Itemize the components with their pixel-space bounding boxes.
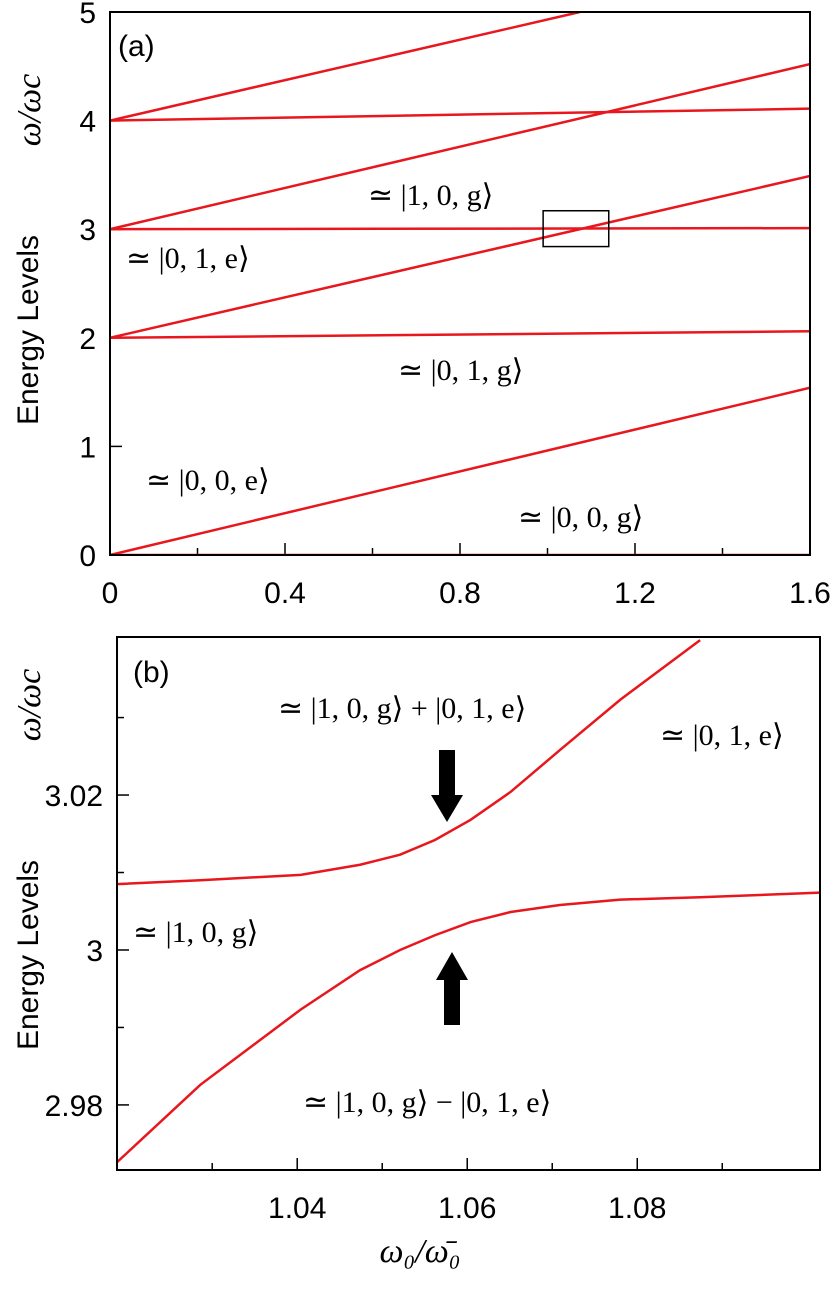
plot-frame <box>116 636 821 1171</box>
state-annotation: ≃ |0, 0, e⟩ <box>146 464 270 497</box>
energy-line <box>110 62 810 231</box>
y-tick-label: 4 <box>79 106 96 139</box>
energy-line <box>110 12 581 122</box>
state-annotation: ≃ |0, 1, e⟩ <box>126 242 250 275</box>
energy-line <box>117 891 820 1164</box>
y-tick-label: 5 <box>79 0 96 30</box>
y-axis-label: Energy Levels <box>12 235 45 425</box>
energy-line <box>110 226 810 231</box>
arrow-down <box>431 750 463 822</box>
y-axis-unit: ω/ωc <box>11 74 48 147</box>
y-axis-unit: ω/ωc <box>11 669 48 742</box>
highlight-box <box>542 209 610 248</box>
y-tick-label: 1 <box>79 431 96 464</box>
x-tick-label: 1.2 <box>614 577 656 610</box>
state-annotation: ≃ |1, 0, g⟩ <box>368 179 493 212</box>
arrow-up <box>436 952 468 1025</box>
x-tick-label: 0.8 <box>439 577 481 610</box>
x-tick-label: 1.6 <box>789 577 830 610</box>
x-tick-label: 1.06 <box>438 1192 496 1225</box>
panel-label: (a) <box>118 30 155 63</box>
x-tick-label: 1.08 <box>608 1192 666 1225</box>
y-axis-label: Energy Levels <box>12 860 45 1050</box>
energy-line <box>117 639 701 886</box>
x-tick-label: 1.04 <box>268 1192 326 1225</box>
plot-frame <box>109 11 811 556</box>
y-tick-label: 3 <box>79 214 96 247</box>
state-annotation: ≃ |1, 0, g⟩ <box>133 916 258 949</box>
state-annotation: ≃ |0, 1, g⟩ <box>398 354 523 387</box>
energy-line <box>110 174 810 340</box>
energy-line <box>110 330 810 340</box>
state-annotation: ≃ |0, 0, g⟩ <box>518 501 643 534</box>
x-axis-label: ω₀/ω̄₀ <box>379 1233 460 1270</box>
energy-line <box>110 386 810 555</box>
energy-line <box>110 107 810 122</box>
x-tick-label: 0.4 <box>264 577 306 610</box>
state-annotation: ≃ |1, 0, g⟩ − |0, 1, e⟩ <box>303 1086 551 1119</box>
x-tick-label: 0 <box>102 577 119 610</box>
y-tick-label: 2 <box>79 323 96 356</box>
panel-label: (b) <box>133 656 170 689</box>
state-annotation: ≃ |0, 1, e⟩ <box>660 719 784 752</box>
y-tick-label: 2.98 <box>45 1090 103 1123</box>
y-tick-label: 0 <box>79 540 96 573</box>
y-tick-label: 3 <box>86 935 103 968</box>
state-annotation: ≃ |1, 0, g⟩ + |0, 1, e⟩ <box>278 692 526 725</box>
y-tick-label: 3.02 <box>45 780 103 813</box>
